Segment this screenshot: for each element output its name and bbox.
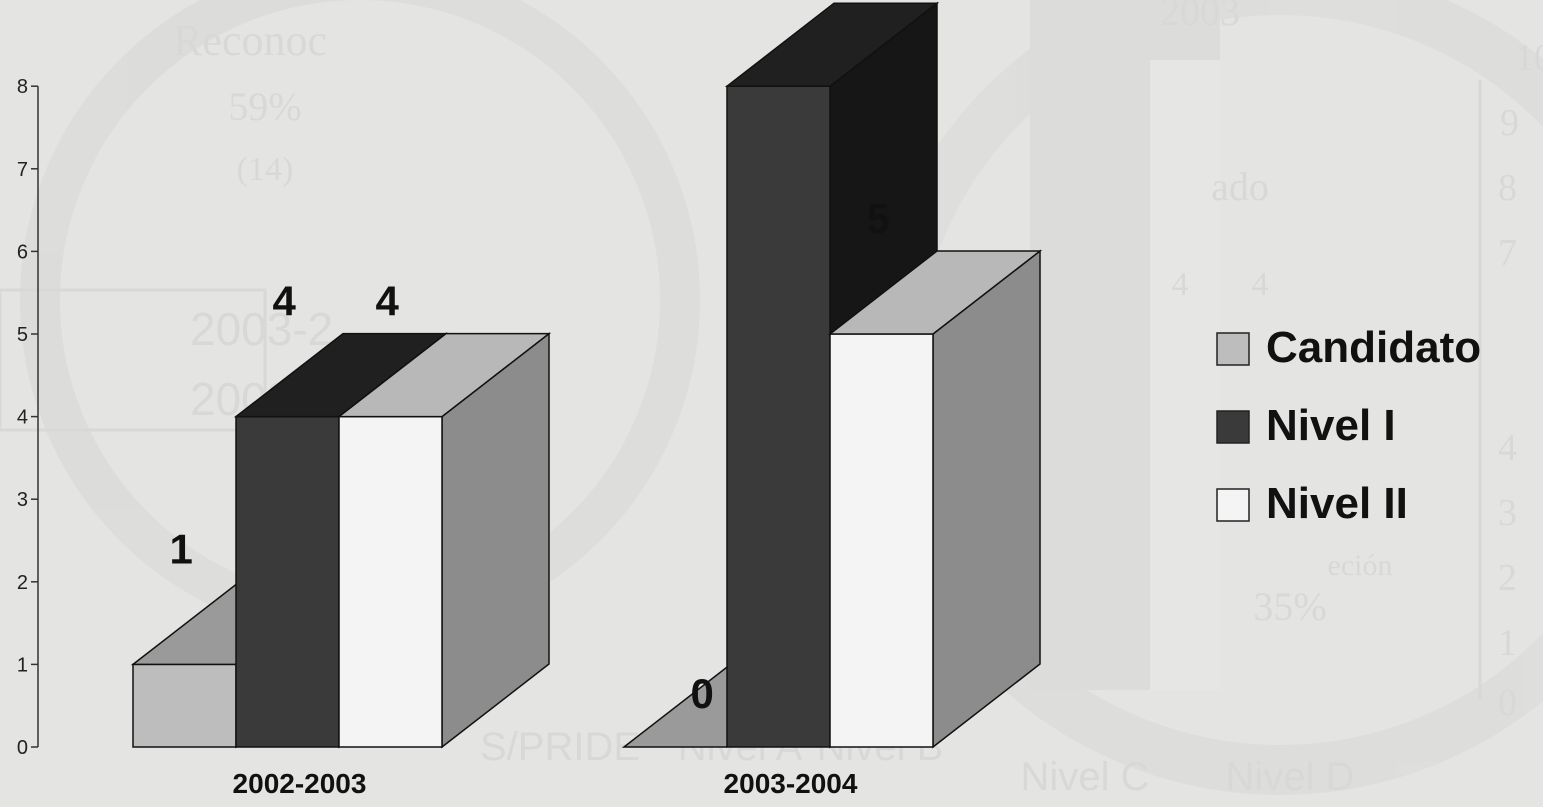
ghost-fragment: 35% — [1253, 584, 1326, 629]
ghost-fragment: 4 — [1252, 266, 1269, 303]
bar-front — [235, 415, 340, 748]
bar-front — [726, 85, 831, 748]
ghost-legend-item: 2003-2 — [190, 303, 333, 355]
bar-front — [829, 333, 934, 748]
legend-swatch — [1216, 332, 1250, 366]
ghost-tick: 4 — [1498, 427, 1517, 469]
y-tick-label: 7 — [17, 159, 28, 181]
ghost-tick: 8 — [1498, 167, 1517, 209]
ghost-fragment: 4 — [1172, 266, 1189, 303]
legend-label: Nivel II — [1266, 479, 1408, 528]
data-label: 0 — [690, 670, 713, 717]
ghost-fragment: Reconoc — [173, 16, 327, 65]
legend-label: Candidato — [1266, 323, 1481, 372]
y-tick-label: 0 — [17, 737, 28, 759]
y-axis: 0 1 2 3 4 5 6 7 8 — [17, 76, 39, 759]
bar-top — [336, 332, 552, 418]
bar-nivel-ii-2003-2004 — [827, 249, 1043, 749]
bar-front — [132, 663, 237, 748]
y-tick-label: 4 — [17, 407, 28, 429]
ghost-tick: 9 — [1500, 102, 1519, 144]
bar-side — [932, 249, 1041, 749]
ghost-fragment: 59% — [228, 84, 301, 129]
y-tick-label: 1 — [17, 654, 28, 676]
bar-top — [827, 250, 1043, 335]
bar-front — [338, 415, 443, 748]
data-label: 1 — [169, 525, 192, 572]
ghost-tick: 2 — [1498, 557, 1517, 599]
data-label: 4 — [375, 278, 399, 325]
ghost-fragment: (14) — [237, 151, 294, 188]
legend: Candidato Nivel I Nivel II — [1216, 323, 1481, 528]
bar-top — [724, 2, 940, 87]
legend-label: Nivel I — [1266, 401, 1396, 450]
data-labels: 144085 — [169, 195, 889, 717]
ghost-fragment: eción — [1328, 549, 1393, 582]
x-tick-label: 2002-2003 — [233, 768, 367, 799]
ghost-x-label: Nivel C — [1021, 755, 1150, 799]
x-tick-label: 2003-2004 — [724, 768, 858, 799]
ghost-tick: 3 — [1498, 492, 1517, 534]
legend-swatch — [1216, 410, 1250, 444]
ghost-fragment: 2003 — [1160, 0, 1240, 34]
data-label: 5 — [866, 195, 889, 242]
y-tick-label: 8 — [17, 76, 28, 98]
data-label: 4 — [272, 278, 296, 325]
legend-swatch — [1216, 488, 1250, 522]
ghost-x-label: S/PRIDE — [480, 725, 640, 769]
ghost-tick: 10 — [1515, 37, 1543, 79]
y-tick-label: 2 — [17, 572, 28, 594]
ghost-fragment: ado — [1211, 164, 1269, 209]
y-tick-label: 3 — [17, 489, 28, 511]
bar-nivel-ii-2002-2003 — [336, 332, 552, 749]
x-axis-labels: 2002-2003 2003-2004 — [233, 768, 858, 799]
ghost-tick: 1 — [1498, 622, 1517, 664]
ghost-tick: 0 — [1498, 682, 1517, 724]
y-tick-label: 6 — [17, 241, 28, 263]
y-tick-label: 5 — [17, 324, 28, 346]
ghost-x-label: Nivel D — [1226, 755, 1355, 799]
bars — [130, 1, 1043, 749]
ghost-tick: 7 — [1498, 232, 1517, 274]
